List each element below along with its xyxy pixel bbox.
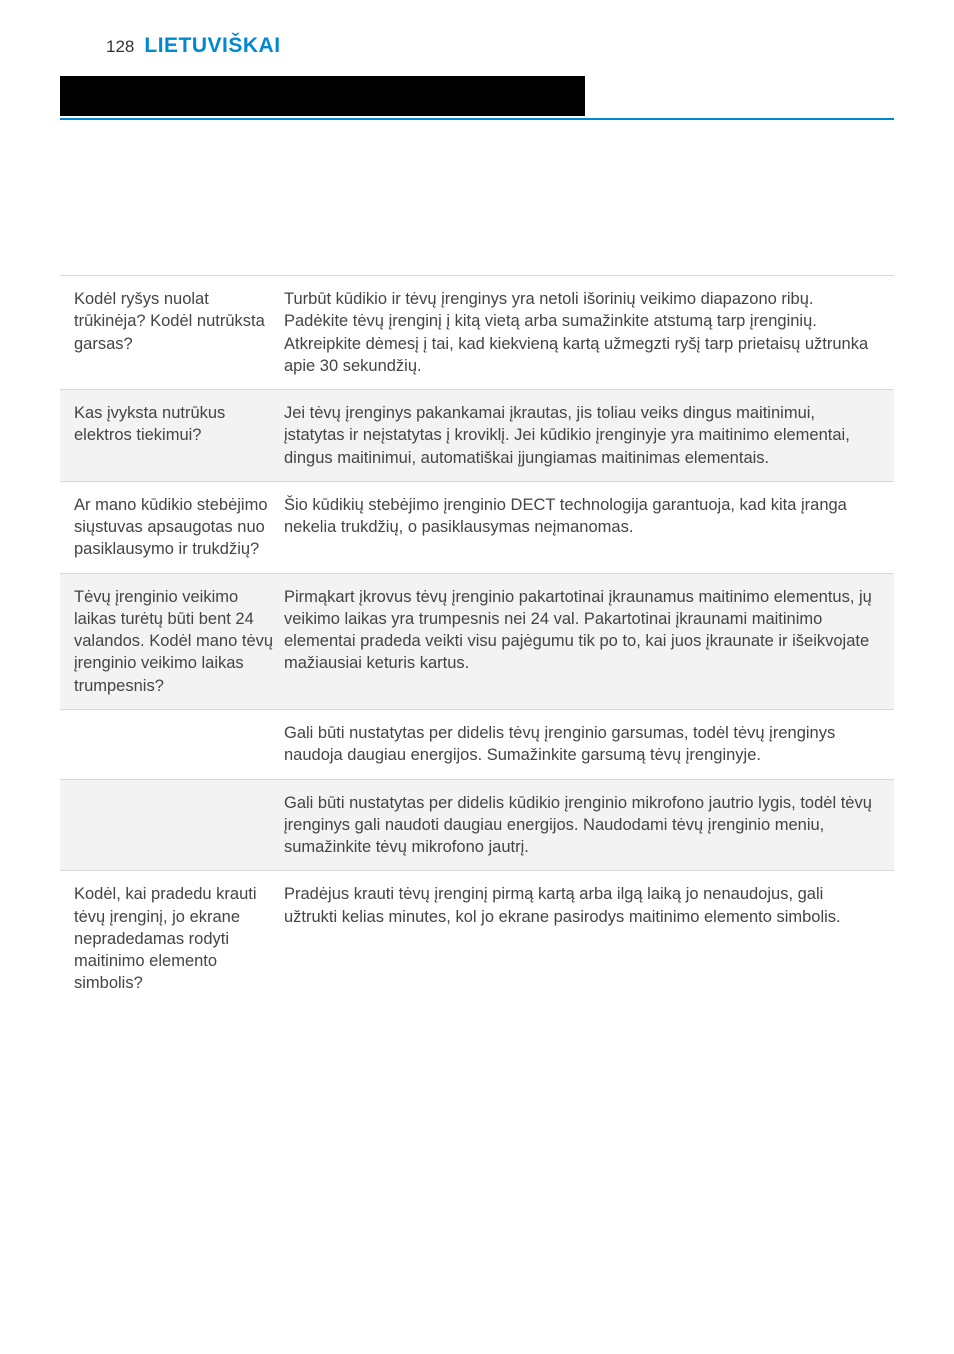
faq-question: Tėvų įrenginio veikimo laikas turėtų būt… — [74, 586, 284, 697]
faq-row: Kodėl, kai pradedu krauti tėvų įrenginį,… — [60, 870, 894, 1006]
faq-row: Kodėl ryšys nuolat trūkinėja? Kodėl nutr… — [60, 275, 894, 389]
faq-answer: Jei tėvų įrenginys pakankamai įkrautas, … — [284, 402, 880, 469]
faq-row: Gali būti nustatytas per didelis tėvų įr… — [60, 709, 894, 779]
faq-row: Kas įvyksta nutrūkus elektros tiekimui?J… — [60, 389, 894, 481]
faq-row: Gali būti nustatytas per didelis kūdikio… — [60, 779, 894, 871]
faq-question: Ar mano kūdikio stebėjimo siųstuvas apsa… — [74, 494, 284, 561]
faq-question: Kodėl ryšys nuolat trūkinėja? Kodėl nutr… — [74, 288, 284, 377]
faq-table: Kodėl ryšys nuolat trūkinėja? Kodėl nutr… — [60, 275, 894, 1007]
section-black-bar — [60, 76, 585, 116]
faq-answer: Pradėjus krauti tėvų įrenginį pirmą kart… — [284, 883, 880, 994]
content-gap — [60, 120, 894, 275]
faq-answer: Gali būti nustatytas per didelis tėvų įr… — [284, 722, 880, 767]
faq-row: Ar mano kūdikio stebėjimo siųstuvas apsa… — [60, 481, 894, 573]
faq-question — [74, 722, 284, 767]
faq-question — [74, 792, 284, 859]
page-number: 128 — [106, 37, 134, 57]
faq-answer: Pirmąkart įkrovus tėvų įrenginio pakarto… — [284, 586, 880, 697]
page-title: LIETUVIŠKAI — [144, 34, 280, 58]
manual-page: 128 LIETUVIŠKAI Kodėl ryšys nuolat trūki… — [0, 0, 954, 1067]
faq-question: Kas įvyksta nutrūkus elektros tiekimui? — [74, 402, 284, 469]
faq-question: Kodėl, kai pradedu krauti tėvų įrenginį,… — [74, 883, 284, 994]
faq-answer: Turbūt kūdikio ir tėvų įrenginys yra net… — [284, 288, 880, 377]
faq-row: Tėvų įrenginio veikimo laikas turėtų būt… — [60, 573, 894, 709]
faq-answer: Šio kūdikių stebėjimo įrenginio DECT tec… — [284, 494, 880, 561]
faq-answer: Gali būti nustatytas per didelis kūdikio… — [284, 792, 880, 859]
page-header: 128 LIETUVIŠKAI — [60, 34, 894, 58]
